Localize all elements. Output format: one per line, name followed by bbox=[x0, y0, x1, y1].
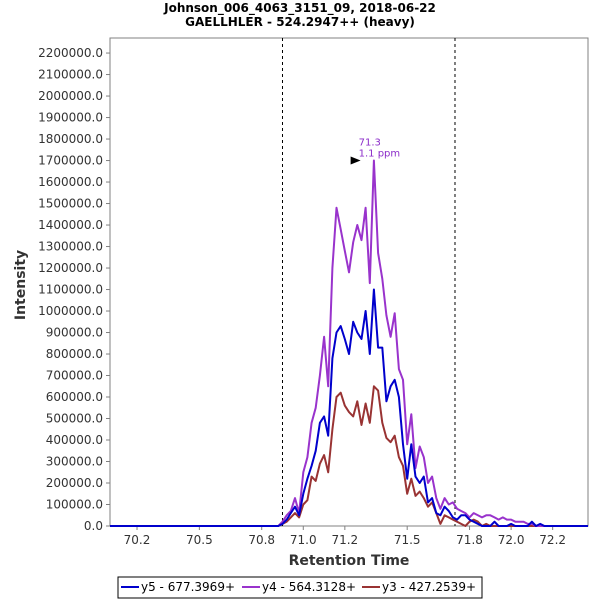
x-tick-label: 71.8 bbox=[456, 533, 483, 547]
legend-item-label: y3 - 427.2539+ bbox=[382, 580, 476, 594]
y-tick-label: 100000.0 bbox=[46, 498, 103, 512]
chart-title: Johnson_006_4063_3151_09, 2018-06-22 bbox=[163, 1, 436, 16]
y-tick-label: 600000.0 bbox=[46, 390, 103, 404]
x-tick-label: 72.2 bbox=[539, 533, 566, 547]
legend-item-label: y5 - 677.3969+ bbox=[141, 580, 235, 594]
y-axis-title: Intensity bbox=[13, 250, 29, 320]
chart-subtitle: GAELLHLER - 524.2947++ (heavy) bbox=[185, 15, 415, 29]
legend: y5 - 677.3969+ y4 - 564.3128+ y3 - 427.253… bbox=[117, 576, 483, 599]
y-tick-label: 1400000.0 bbox=[38, 218, 103, 232]
peak-marker-icon bbox=[350, 156, 361, 165]
y-tick-label: 500000.0 bbox=[46, 412, 103, 426]
y-tick-label: 1100000.0 bbox=[38, 283, 103, 297]
x-tick-label: 71.0 bbox=[290, 533, 317, 547]
series-line bbox=[110, 288, 588, 527]
x-tick-label: 72.0 bbox=[498, 533, 525, 547]
y-tick-label: 1500000.0 bbox=[38, 197, 103, 211]
y-tick-label: 800000.0 bbox=[46, 347, 103, 361]
series-line bbox=[110, 159, 588, 527]
y-tick-label: 2200000.0 bbox=[38, 46, 103, 60]
x-tick-label: 71.2 bbox=[331, 533, 358, 547]
peak-ppm-label: 1.1 ppm bbox=[359, 149, 401, 160]
legend-item-label: y4 - 564.3128+ bbox=[262, 580, 356, 594]
y-tick-label: 400000.0 bbox=[46, 433, 103, 447]
legend-box bbox=[117, 576, 483, 599]
series-line bbox=[110, 385, 588, 527]
peak-rt-label: 71.3 bbox=[359, 138, 381, 149]
x-tick-label: 70.2 bbox=[124, 533, 151, 547]
x-axis-title: Retention Time bbox=[289, 553, 410, 569]
y-tick-label: 1700000.0 bbox=[38, 154, 103, 168]
y-tick-label: 1000000.0 bbox=[38, 304, 103, 318]
x-tick-label: 70.5 bbox=[186, 533, 213, 547]
x-tick-label: 70.8 bbox=[248, 533, 275, 547]
y-tick-label: 2100000.0 bbox=[38, 68, 103, 82]
y-tick-label: 300000.0 bbox=[46, 455, 103, 469]
x-axis: 70.2 70.5 70.8 71.0 71.2 71.5 71.8 72.0 72.2 bbox=[124, 526, 566, 547]
y-tick-label: 1300000.0 bbox=[38, 240, 103, 254]
y-tick-label: 1600000.0 bbox=[38, 175, 103, 189]
y-tick-label: 900000.0 bbox=[46, 326, 103, 340]
y-tick-label: 2000000.0 bbox=[38, 89, 103, 103]
y-tick-label: 0.0 bbox=[84, 519, 103, 533]
y-tick-label: 1200000.0 bbox=[38, 261, 103, 275]
y-tick-label: 1800000.0 bbox=[38, 132, 103, 146]
y-tick-label: 200000.0 bbox=[46, 476, 103, 490]
x-tick-label: 71.5 bbox=[394, 533, 421, 547]
peak-annotation: 71.3 1.1 ppm bbox=[350, 138, 401, 165]
y-axis: 0.0 100000.0 200000.0 300000.0 400000.0 50000… bbox=[38, 46, 110, 533]
series-layer bbox=[110, 159, 588, 527]
y-tick-label: 1900000.0 bbox=[38, 111, 103, 125]
plot-area bbox=[109, 37, 589, 527]
y-tick-label: 700000.0 bbox=[46, 369, 103, 383]
